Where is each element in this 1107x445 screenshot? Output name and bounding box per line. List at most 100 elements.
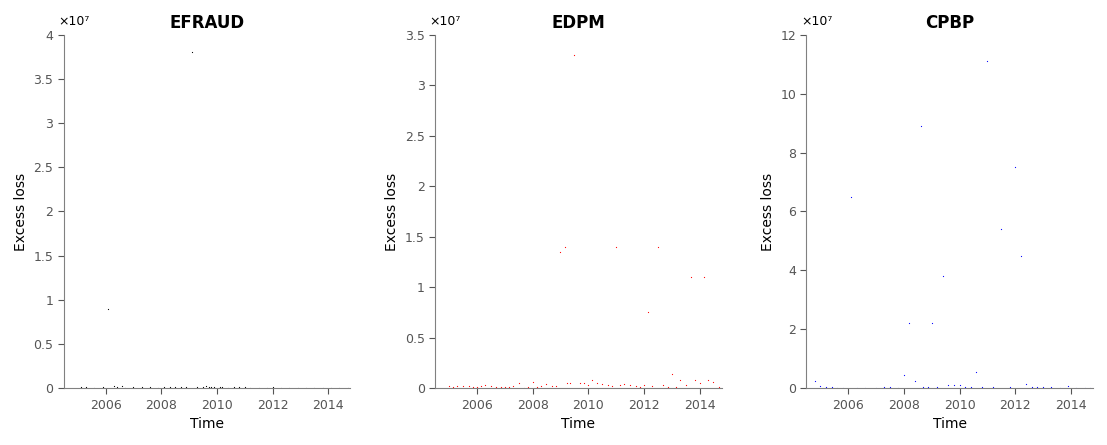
Point xyxy=(85,384,103,391)
Point xyxy=(547,383,565,390)
Point xyxy=(1043,384,1061,391)
Point xyxy=(289,384,307,391)
Point xyxy=(896,371,913,378)
Point xyxy=(956,384,974,391)
Point xyxy=(500,383,518,390)
Point xyxy=(166,384,184,391)
Point xyxy=(973,384,991,391)
Point xyxy=(444,383,462,390)
Point xyxy=(194,383,211,390)
Point xyxy=(250,384,268,391)
Point xyxy=(579,381,597,388)
Point xyxy=(263,384,281,391)
Title: CPBP: CPBP xyxy=(925,14,974,32)
Point xyxy=(510,380,528,387)
Point xyxy=(482,382,499,389)
Point xyxy=(1076,384,1094,391)
X-axis label: Time: Time xyxy=(933,417,966,431)
Y-axis label: Excess loss: Excess loss xyxy=(14,172,28,251)
Point xyxy=(1001,384,1018,391)
Point xyxy=(1028,384,1046,391)
Point xyxy=(177,384,195,391)
Point xyxy=(197,383,215,390)
Point xyxy=(532,383,550,390)
Point xyxy=(881,384,899,391)
Point xyxy=(659,383,676,390)
Point xyxy=(561,380,579,387)
Point xyxy=(331,384,349,391)
Title: EFRAUD: EFRAUD xyxy=(169,14,245,32)
Point xyxy=(691,379,708,386)
Point xyxy=(476,382,494,389)
Point xyxy=(848,384,866,391)
Point xyxy=(608,243,625,251)
Point xyxy=(516,384,534,391)
Point xyxy=(528,383,546,390)
Point xyxy=(199,383,217,390)
Point xyxy=(1051,384,1068,391)
Point xyxy=(559,380,577,387)
Point xyxy=(962,384,980,391)
Point xyxy=(615,380,633,388)
Point xyxy=(496,384,514,391)
Point xyxy=(699,376,716,384)
Point xyxy=(504,383,521,390)
Point xyxy=(473,383,490,390)
Point xyxy=(107,383,125,390)
Point xyxy=(806,377,824,384)
Point xyxy=(454,383,472,390)
Point xyxy=(297,384,314,391)
X-axis label: Time: Time xyxy=(190,417,225,431)
Point xyxy=(639,309,656,316)
Point xyxy=(663,370,681,377)
Point xyxy=(441,382,458,389)
Text: ×10⁷: ×10⁷ xyxy=(59,15,90,28)
Point xyxy=(842,193,860,200)
Point xyxy=(94,384,112,391)
Point xyxy=(1006,164,1024,171)
Point xyxy=(631,383,649,390)
Point xyxy=(272,384,290,391)
Point xyxy=(72,383,90,390)
Point xyxy=(907,378,924,385)
Point xyxy=(125,384,143,391)
Point xyxy=(519,384,537,391)
Point xyxy=(984,384,1002,391)
Point xyxy=(676,381,694,388)
Point xyxy=(593,380,611,387)
Point xyxy=(643,383,661,390)
Y-axis label: Excess loss: Excess loss xyxy=(761,172,775,251)
Point xyxy=(627,382,644,389)
Point xyxy=(155,383,173,390)
Point xyxy=(77,384,95,391)
Point xyxy=(551,248,569,255)
Text: ×10⁷: ×10⁷ xyxy=(801,15,832,28)
Point xyxy=(100,305,117,312)
Point xyxy=(951,382,969,389)
Point xyxy=(1023,384,1041,391)
Point xyxy=(912,122,930,129)
Point xyxy=(823,384,840,391)
Point xyxy=(566,52,583,59)
Point xyxy=(1067,384,1085,391)
Point xyxy=(1034,384,1052,391)
Point xyxy=(583,376,601,383)
Point xyxy=(258,384,276,391)
Y-axis label: Excess loss: Excess loss xyxy=(385,172,400,251)
Point xyxy=(571,379,589,386)
Point xyxy=(1012,252,1030,259)
Point xyxy=(225,384,242,391)
Point xyxy=(834,384,851,391)
Point xyxy=(668,384,685,391)
Point xyxy=(322,384,340,391)
Point xyxy=(992,226,1010,233)
Point xyxy=(856,384,873,391)
Point xyxy=(603,382,621,389)
Point xyxy=(611,381,629,388)
Point xyxy=(459,382,477,389)
Point xyxy=(524,378,541,385)
Point xyxy=(339,384,356,391)
Point xyxy=(934,273,952,280)
Point xyxy=(711,383,728,390)
Point xyxy=(105,383,123,390)
